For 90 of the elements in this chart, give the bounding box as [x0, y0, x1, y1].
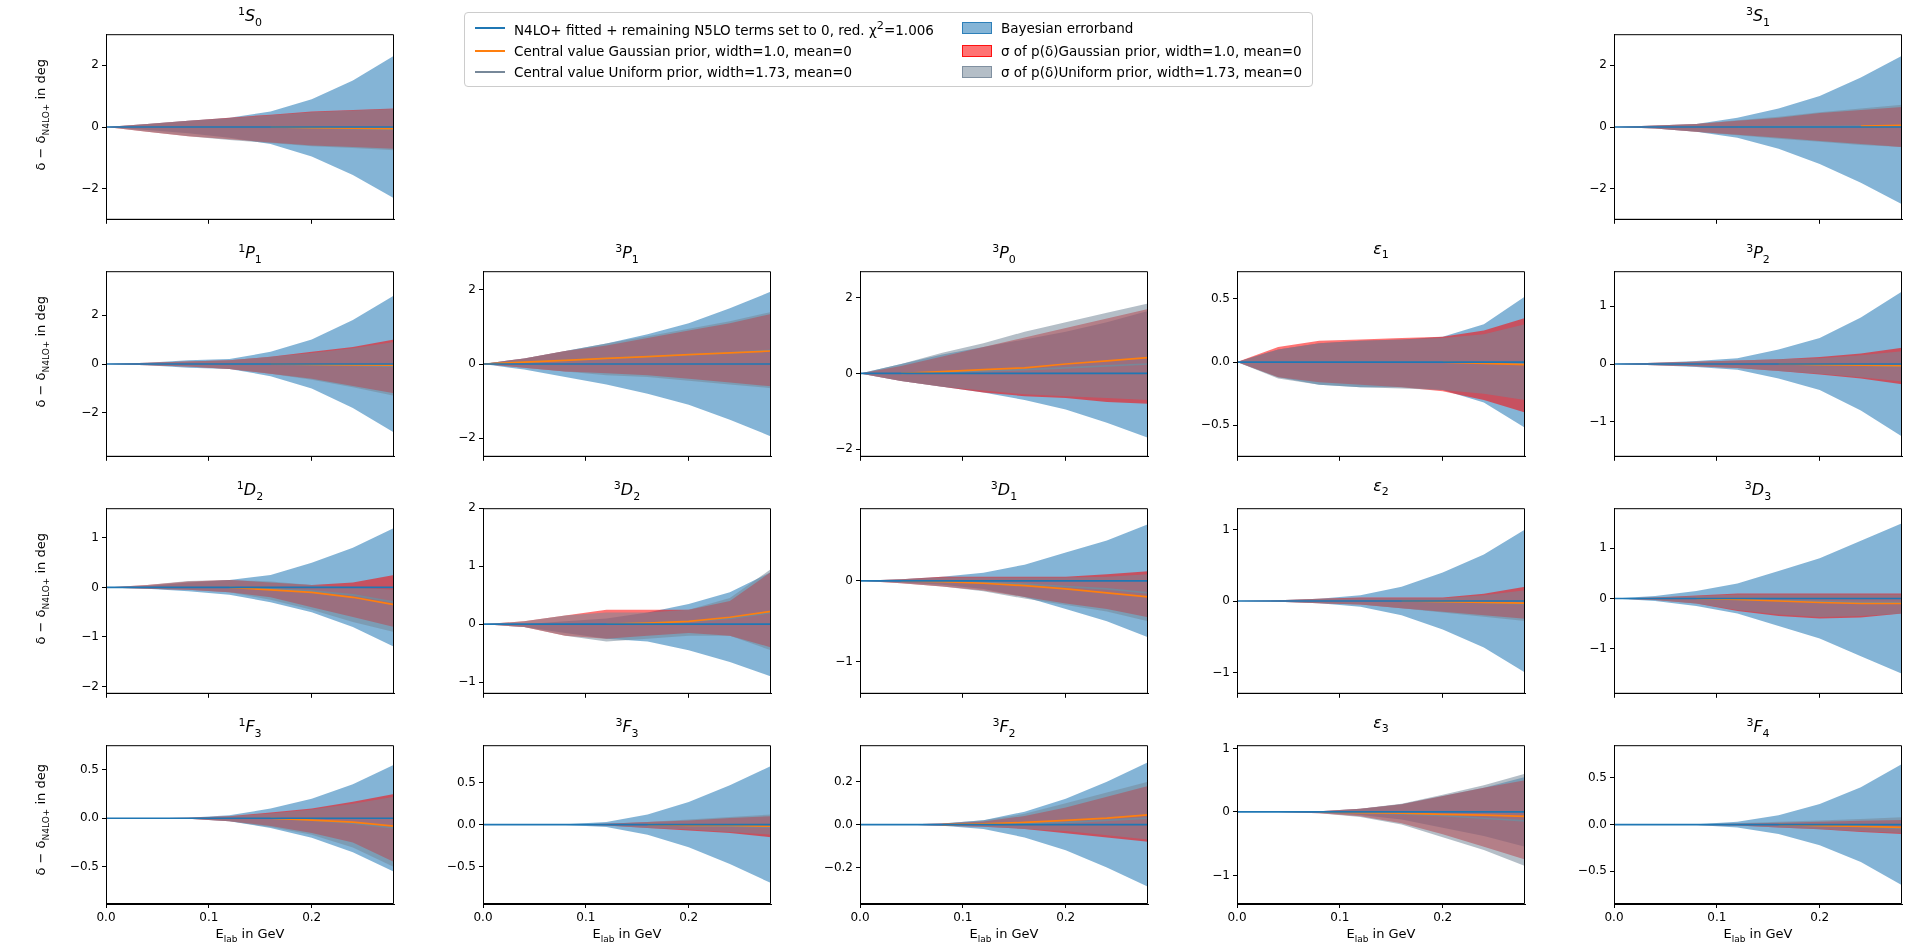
- chart-title: $^{3}$D$_{3}$: [1743, 478, 1773, 503]
- y-tick-label: 1: [1222, 521, 1230, 536]
- chart-title: $^{3}$F$_{2}$: [991, 715, 1017, 740]
- chart-title: $^{3}$F$_{4}$: [1745, 715, 1771, 740]
- y-tick-label: −2: [458, 430, 476, 445]
- y-tick-label: −1: [81, 629, 99, 644]
- y-tick-label: 0.0: [79, 810, 99, 825]
- y-tick-label: 0: [1599, 119, 1607, 134]
- chart-title: ε$_{1}$: [1372, 238, 1390, 262]
- y-tick-label: −0.5: [1200, 417, 1230, 432]
- y-tick-label: −0.5: [446, 858, 476, 873]
- y-tick-label: 2: [845, 289, 853, 304]
- y-tick-label: 0.0: [833, 816, 853, 831]
- x-axis-title: E$_{lab}$ in GeV: [214, 926, 286, 944]
- y-tick-label: 0: [1599, 356, 1607, 371]
- chart-title: $^{1}$P$_{1}$: [237, 241, 263, 266]
- chart-title: $^{3}$D$_{1}$: [989, 478, 1019, 503]
- x-tick-label: 0.1: [576, 910, 596, 925]
- y-tick-label: 1: [468, 558, 476, 573]
- y-tick-label: 0.5: [79, 761, 99, 776]
- x-axis-title: E$_{lab}$ in GeV: [591, 926, 663, 944]
- y-tick-label: −2: [835, 441, 853, 456]
- y-tick-label: 0: [468, 356, 476, 371]
- y-tick-label: 1: [1222, 740, 1230, 755]
- y-tick-label: 1: [1599, 540, 1607, 555]
- chart-title: ε$_{2}$: [1372, 475, 1390, 499]
- x-axis-title: E$_{lab}$ in GeV: [1345, 926, 1417, 944]
- y-tick-label: 2: [91, 57, 99, 72]
- chart-title: $^{3}$D$_{2}$: [612, 478, 642, 503]
- y-tick-label: 2: [1599, 57, 1607, 72]
- y-tick-label: 0.5: [1587, 770, 1607, 785]
- y-tick-label: 0: [1599, 590, 1607, 605]
- y-tick-label: 0: [91, 356, 99, 371]
- x-tick-label: 0.2: [1056, 910, 1076, 925]
- y-tick-label: −2: [81, 404, 99, 419]
- chart-title: $^{3}$P$_{2}$: [1745, 241, 1771, 266]
- y-tick-label: 2: [468, 281, 476, 296]
- y-tick-label: 2: [91, 307, 99, 322]
- x-tick-label: 0.2: [1433, 910, 1453, 925]
- y-tick-label: −1: [1212, 867, 1230, 882]
- y-tick-label: −2: [1589, 180, 1607, 195]
- legend-label: N4LO+ fitted + remaining N5LO terms set to 0, red. χ$^{2}$=1.006: [514, 19, 934, 38]
- x-tick-label: 0.1: [1330, 910, 1350, 925]
- y-tick-label: 0.0: [456, 816, 476, 831]
- y-tick-label: 0.0: [1210, 354, 1230, 369]
- y-tick-label: 0: [91, 119, 99, 134]
- y-tick-label: −1: [458, 674, 476, 689]
- y-tick-label: −2: [81, 678, 99, 693]
- y-tick-label: 0.5: [1210, 291, 1230, 306]
- y-tick-label: 0: [468, 616, 476, 631]
- chart-title: $^{3}$F$_{3}$: [614, 715, 640, 740]
- chart-title: $^{3}$P$_{0}$: [991, 241, 1017, 266]
- y-tick-label: 2: [468, 500, 476, 515]
- x-tick-label: 0.2: [1810, 910, 1830, 925]
- y-tick-label: 0: [845, 365, 853, 380]
- y-tick-label: 0: [91, 579, 99, 594]
- y-tick-label: −2: [81, 180, 99, 195]
- legend-label: σ of p(δ)Gaussian prior, width=1.0, mean=0: [1000, 42, 1302, 59]
- legend-label: Central value Uniform prior, width=1.73, mean=0: [514, 63, 853, 80]
- chart-title: $^{1}$F$_{3}$: [237, 715, 263, 740]
- y-tick-label: −0.5: [1577, 863, 1607, 878]
- legend-label: σ of p(δ)Uniform prior, width=1.73, mean=0: [1000, 63, 1302, 80]
- y-tick-label: −1: [835, 653, 853, 668]
- chart-title: $^{1}$D$_{2}$: [235, 478, 265, 503]
- chart-title: $^{1}$S$_{0}$: [236, 4, 264, 29]
- y-tick-label: 0: [1222, 804, 1230, 819]
- x-axis-title: E$_{lab}$ in GeV: [968, 926, 1040, 944]
- y-tick-label: 0: [845, 572, 853, 587]
- y-tick-label: 1: [91, 530, 99, 545]
- y-tick-label: −1: [1589, 640, 1607, 655]
- x-tick-label: 0.1: [199, 910, 219, 925]
- y-tick-label: −0.2: [823, 859, 853, 874]
- chart-title: $^{3}$S$_{1}$: [1744, 4, 1772, 29]
- legend-label: Central value Gaussian prior, width=1.0, mean=0: [514, 42, 852, 59]
- y-tick-label: −0.5: [69, 859, 99, 874]
- y-tick-label: 1: [1599, 298, 1607, 313]
- x-tick-label: 0.1: [953, 910, 973, 925]
- y-tick-label: 0.5: [456, 774, 476, 789]
- x-tick-label: 0.1: [1707, 910, 1727, 925]
- chart-title: $^{3}$P$_{1}$: [614, 241, 640, 266]
- y-tick-label: −1: [1589, 414, 1607, 429]
- x-axis-title: E$_{lab}$ in GeV: [1722, 926, 1794, 944]
- x-tick-label: 0.2: [679, 910, 699, 925]
- legend-label: Bayesian errorband: [1000, 20, 1134, 37]
- x-tick-label: 0.2: [302, 910, 322, 925]
- y-tick-label: −1: [1212, 664, 1230, 679]
- y-tick-label: 0.2: [833, 773, 853, 788]
- y-tick-label: 0: [1222, 593, 1230, 608]
- y-tick-label: 0.0: [1587, 816, 1607, 831]
- chart-title: ε$_{3}$: [1372, 712, 1390, 736]
